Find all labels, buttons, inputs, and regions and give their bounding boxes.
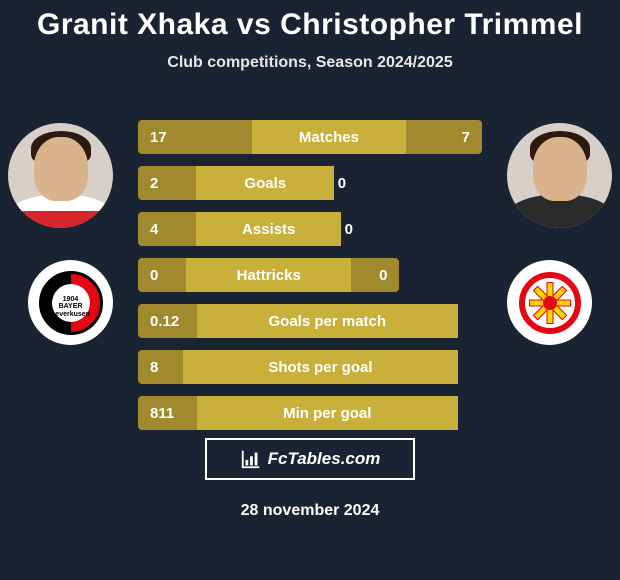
stat-right-value: [458, 304, 482, 338]
stat-row: 811Min per goal: [138, 396, 482, 430]
union-berlin-crest-icon: [519, 272, 581, 334]
page-title: Granit Xhaka vs Christopher Trimmel: [0, 0, 620, 42]
stat-row: 17Matches7: [138, 120, 482, 154]
bayer-leverkusen-crest-icon: 1904BAYERLeverkusen: [39, 271, 103, 335]
player-right-avatar: [507, 123, 612, 228]
stat-label: Goals: [196, 166, 334, 200]
brand-box[interactable]: FcTables.com: [205, 438, 415, 480]
stat-row: 8Shots per goal: [138, 350, 482, 384]
club-right-badge: [507, 260, 592, 345]
club-left-badge: 1904BAYERLeverkusen: [28, 260, 113, 345]
stat-left-value: 2: [138, 166, 196, 200]
stat-label: Shots per goal: [183, 350, 458, 384]
brand-chart-icon: [240, 448, 262, 470]
stat-left-value: 811: [138, 396, 197, 430]
stat-right-value: 0: [334, 166, 358, 200]
stat-label: Hattricks: [186, 258, 351, 292]
stat-row: 4Assists0: [138, 212, 482, 246]
stat-right-value: [458, 350, 482, 384]
stat-right-value: 0: [351, 258, 399, 292]
stat-left-value: 17: [138, 120, 252, 154]
stat-row: 2Goals0: [138, 166, 482, 200]
stat-label: Goals per match: [197, 304, 458, 338]
stat-right-value: 7: [406, 120, 482, 154]
stat-left-value: 4: [138, 212, 196, 246]
stat-label: Min per goal: [197, 396, 458, 430]
page-subtitle: Club competitions, Season 2024/2025: [0, 54, 620, 72]
stat-left-value: 0.12: [138, 304, 197, 338]
date-text: 28 november 2024: [0, 502, 620, 520]
stat-row: 0Hattricks0: [138, 258, 482, 292]
stat-left-value: 0: [138, 258, 186, 292]
stat-label: Assists: [196, 212, 340, 246]
player-left-avatar: [8, 123, 113, 228]
stat-left-value: 8: [138, 350, 183, 384]
stat-row: 0.12Goals per match: [138, 304, 482, 338]
stat-bars: 17Matches72Goals04Assists00Hattricks00.1…: [138, 120, 482, 442]
stat-right-value: 0: [341, 212, 365, 246]
brand-label: FcTables.com: [268, 449, 381, 469]
stat-label: Matches: [252, 120, 407, 154]
stat-right-value: [458, 396, 482, 430]
